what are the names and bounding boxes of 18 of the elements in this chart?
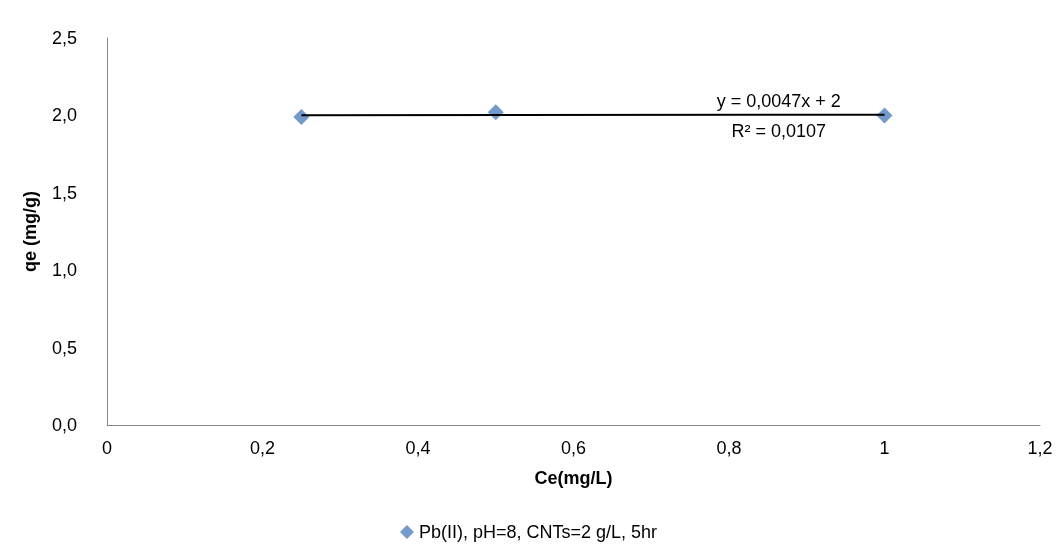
x-tick-label: 0,6 — [560, 438, 587, 458]
x-tick-label: 1 — [879, 438, 890, 458]
y-tick-label: 1,0 — [51, 260, 77, 281]
x-tick-label: 0,2 — [249, 438, 276, 458]
x-tick-label: 0,8 — [716, 438, 742, 458]
x-axis-title: Ce(mg/L) — [534, 468, 613, 488]
y-tick-label: 0,0 — [51, 415, 77, 435]
y-tick-label: 0,5 — [51, 337, 77, 358]
annotation: R² = 0,0107 — [731, 121, 827, 142]
x-tick-label: 0,4 — [405, 438, 431, 458]
legend-label: Pb(II), pH=8, CNTs=2 g/L, 5hr — [418, 522, 658, 542]
annotation: y = 0,0047x + 2 — [716, 91, 841, 112]
x-tick-label: 0 — [101, 438, 113, 458]
x-tick-label: 1,2 — [1027, 438, 1053, 458]
y-tick-label: 1,5 — [51, 182, 77, 203]
y-tick-label: 2,0 — [51, 105, 77, 126]
y-axis-title: qe (mg/g) — [20, 191, 40, 272]
y-tick-label: 2,5 — [51, 28, 77, 48]
